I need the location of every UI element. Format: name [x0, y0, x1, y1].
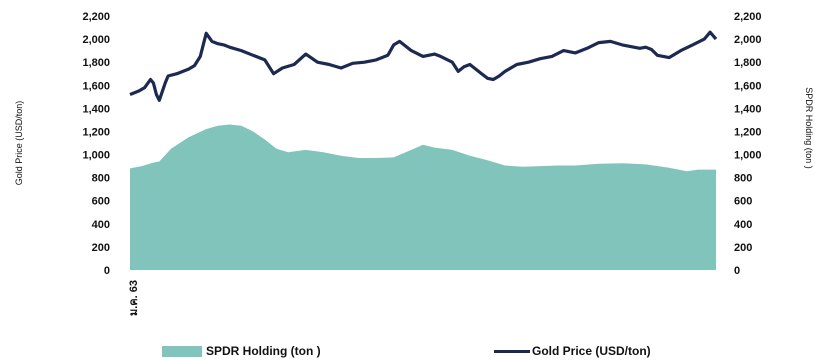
- right-axis-ticks: 0 200 400 600 800 1,000 1,200 1,400 1,600 1,800 2,…: [734, 11, 762, 277]
- legend-spdr: SPDR Holding (ton ): [162, 344, 321, 358]
- left-tick-label: 1,200: [82, 126, 110, 138]
- left-tick-label: 600: [92, 196, 110, 208]
- right-tick-label: 600: [734, 196, 752, 208]
- left-tick-label: 400: [92, 219, 110, 231]
- right-tick-label: 1,000: [734, 150, 762, 162]
- legend-spdr-label: SPDR Holding (ton ): [206, 344, 321, 358]
- right-tick-label: 0: [734, 265, 740, 277]
- x-tick-label: ม.ค. 63: [128, 280, 140, 316]
- gold-price-line: [129, 30, 718, 102]
- right-tick-label: 200: [734, 242, 752, 254]
- spdr-holding-area: [130, 124, 716, 270]
- left-tick-label: 800: [92, 173, 110, 185]
- left-tick-label: 2,200: [82, 11, 110, 23]
- left-axis-ticks: 0 200 400 600 800 1,000 1,200 1,400 1,600 1,800 2,…: [82, 11, 110, 277]
- left-tick-label: 0: [104, 265, 110, 277]
- right-tick-label: 2,000: [734, 34, 762, 46]
- legend-gold: Gold Price (USD/ton): [494, 344, 651, 358]
- legend-gold-label: Gold Price (USD/ton): [532, 344, 651, 358]
- left-tick-label: 1,000: [82, 150, 110, 162]
- left-tick-label: 200: [92, 242, 110, 254]
- left-tick-label: 2,000: [82, 34, 110, 46]
- legend-swatch-line-icon: [494, 349, 530, 353]
- right-tick-label: 400: [734, 219, 752, 231]
- left-tick-label: 1,400: [82, 103, 110, 115]
- legend-swatch-area-icon: [162, 345, 202, 357]
- right-tick-label: 800: [734, 173, 752, 185]
- right-tick-label: 1,600: [734, 80, 762, 92]
- right-tick-label: 1,400: [734, 103, 762, 115]
- right-axis-title: SPDR Holding (ton ): [804, 87, 814, 169]
- right-tick-label: 2,200: [734, 11, 762, 23]
- left-tick-label: 1,800: [82, 57, 110, 69]
- left-tick-label: 1,600: [82, 80, 110, 92]
- right-tick-label: 1,800: [734, 57, 762, 69]
- right-tick-label: 1,200: [734, 126, 762, 138]
- chart: 0 200 400 600 800 1,000 1,200 1,400 1,600 1,800 2,…: [14, 11, 814, 316]
- left-axis-title: Gold Price (USD/ton): [14, 101, 24, 186]
